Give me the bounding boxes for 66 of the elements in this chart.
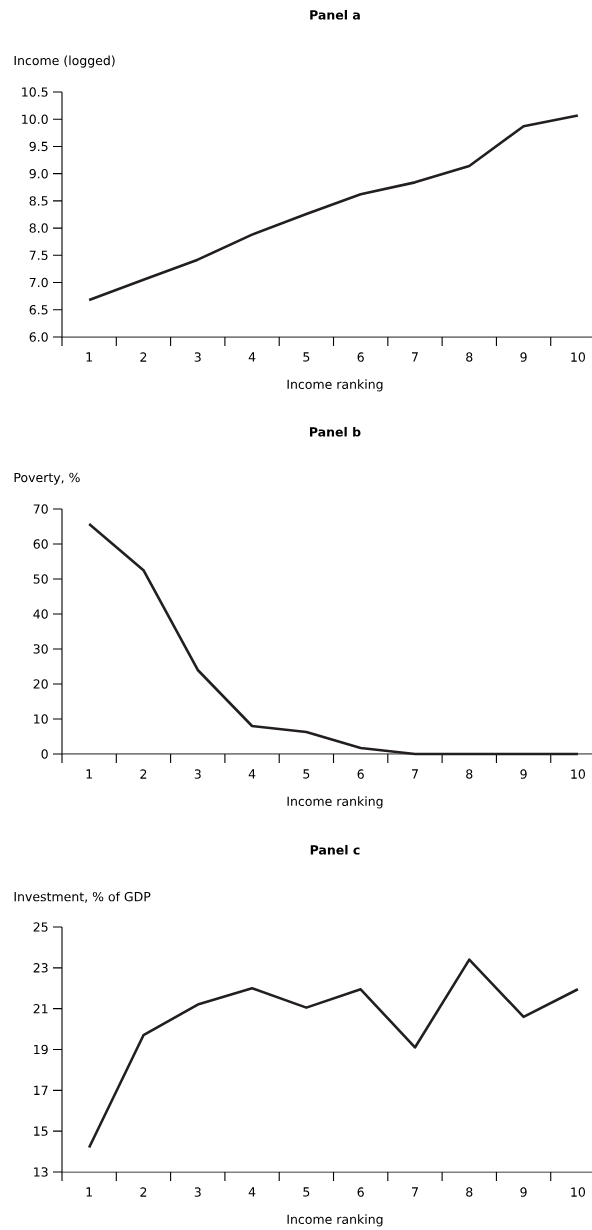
x-tick-label: 7 (412, 1187, 418, 1197)
x-axis-title: Income ranking (287, 1214, 383, 1227)
y-tick-label: 7.5 (29, 250, 48, 260)
x-tick-label: 4 (248, 1187, 256, 1197)
y-tick-label: 8.5 (29, 196, 48, 206)
y-tick-label: 19 (34, 1044, 48, 1055)
x-tick-label: 1 (86, 1187, 92, 1197)
x-tick-label: 3 (194, 769, 201, 779)
x-tick-label: 7 (412, 769, 418, 779)
y-axis-title: Income (logged) (14, 55, 115, 68)
y-tick-label: 50 (33, 574, 48, 584)
y-tick-label: 8.0 (29, 223, 48, 233)
x-tick-label: 10 (571, 1187, 585, 1197)
y-axis-title: Investment, % of GDP (14, 891, 151, 903)
y-tick-label: 23 (33, 963, 48, 973)
y-tick-label: 6.0 (29, 332, 48, 342)
x-tick-label: 7 (412, 352, 418, 362)
y-tick-label: 10.5 (22, 87, 48, 97)
y-tick-label: 20 (33, 679, 48, 689)
chart-title: Panel a (310, 9, 360, 20)
y-tick-label: 21 (33, 1004, 48, 1014)
x-tick-label: 8 (466, 1187, 473, 1197)
y-tick-label: 30 (33, 644, 48, 654)
x-tick-label: 2 (140, 1187, 147, 1197)
x-tick-label: 1 (86, 769, 92, 779)
x-tick-label: 8 (466, 352, 473, 362)
y-tick-label: 10.0 (22, 114, 48, 124)
x-tick-label: 5 (303, 352, 310, 362)
y-tick-label: 10 (34, 714, 48, 724)
x-tick-label: 8 (466, 769, 473, 779)
x-tick-label: 1 (86, 352, 92, 362)
chart-title: Panel b (309, 426, 361, 437)
y-tick-label: 25 (33, 922, 48, 932)
x-tick-label: 10 (571, 352, 585, 362)
x-tick-label: 9 (520, 1187, 527, 1197)
line-series (87, 114, 580, 302)
y-tick-label: 9.5 (29, 141, 48, 152)
x-tick-label: 6 (357, 352, 364, 362)
x-tick-label: 2 (140, 352, 147, 362)
x-tick-label: 10 (571, 769, 585, 779)
x-tick-label: 4 (248, 352, 256, 362)
x-tick-label: 6 (357, 769, 364, 779)
x-axis-title: Income ranking (287, 379, 383, 392)
x-axis-title: Income ranking (287, 796, 383, 809)
x-tick-label: 6 (357, 1187, 364, 1197)
x-tick-label: 3 (194, 352, 201, 362)
y-tick-label: 60 (33, 539, 48, 549)
x-tick-label: 9 (520, 769, 527, 779)
y-tick-label: 15 (34, 1126, 48, 1136)
y-tick-label: 17 (34, 1085, 48, 1095)
y-tick-label: 40 (33, 609, 48, 619)
x-tick-label: 5 (303, 769, 310, 779)
y-axis-title: Poverty, % (14, 472, 80, 485)
y-tick-label: 13 (34, 1167, 48, 1177)
x-tick-label: 2 (140, 769, 147, 779)
y-tick-label: 7.0 (29, 277, 48, 288)
y-tick-label: 9.0 (29, 168, 48, 179)
y-tick-label: 0 (41, 749, 48, 759)
chart-title: Panel c (310, 844, 360, 855)
x-tick-label: 3 (194, 1187, 201, 1197)
y-tick-label: 6.5 (29, 305, 48, 315)
y-tick-label: 70 (33, 504, 48, 514)
x-tick-label: 9 (520, 352, 527, 362)
x-tick-label: 4 (248, 769, 256, 779)
line-series (87, 958, 580, 1149)
x-tick-label: 5 (303, 1187, 310, 1197)
